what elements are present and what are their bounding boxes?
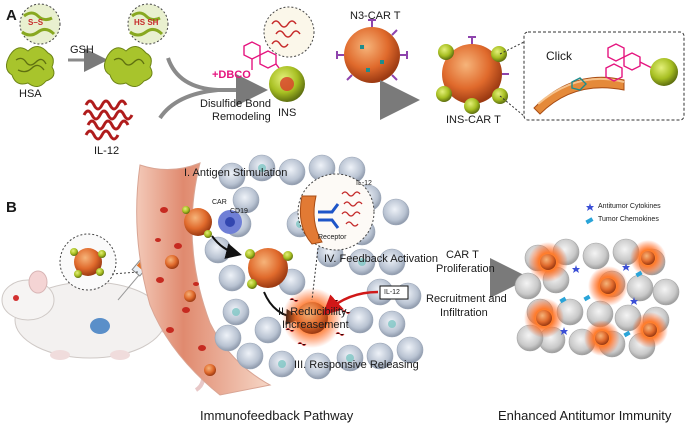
- tumor-site: [90, 318, 110, 334]
- panel-a-letter: A: [6, 7, 17, 24]
- n3-car-t-cell: [344, 27, 400, 83]
- inset-il12-label: IL-12: [356, 180, 372, 187]
- ins-particle-inset: [650, 58, 678, 86]
- click-inset-box: [523, 31, 685, 121]
- disulfide-label: S–S: [28, 18, 44, 27]
- car-label: CAR: [212, 199, 227, 206]
- step3-label: III. Responsive Releasing: [294, 359, 419, 371]
- remodel-arrow-bottom: [158, 74, 268, 120]
- cytokine-markers: [560, 263, 638, 335]
- step2-line1: II. Reducibility: [278, 306, 347, 318]
- ins-car-t-cell: [442, 44, 502, 104]
- dbco-ring-system: [605, 43, 653, 82]
- triazole-linker: [571, 77, 587, 91]
- legend-cytokine-icon: [586, 203, 594, 211]
- cd19-label: CD19: [230, 208, 248, 215]
- legend-cytokines: Antitumor Cytokines: [598, 203, 661, 210]
- hsa-protein-oxidized: [6, 46, 55, 87]
- ins-label: INS: [278, 107, 297, 119]
- legend-chemokine-icon: [585, 217, 594, 225]
- il12-protein: [82, 99, 134, 141]
- car-t-releasing: [296, 302, 328, 334]
- free-thiol-label: HS SH: [134, 18, 159, 27]
- dbco-molecule: [243, 41, 283, 73]
- feedback-arrow: [322, 290, 379, 316]
- remodel-line2: Remodeling: [212, 111, 271, 123]
- arrow-bottom-line2: Infiltration: [440, 307, 488, 319]
- il12-label: IL-12: [94, 145, 120, 157]
- dbco-label: +DBCO: [212, 69, 251, 81]
- panel-b-letter: B: [6, 199, 17, 216]
- ins-zoom-bubble: [263, 6, 315, 58]
- il12-box-label: IL-12: [384, 289, 400, 296]
- remodel-line1: Disulfide Bond: [200, 98, 271, 110]
- mouse: [1, 270, 206, 392]
- caption-enhanced-immunity: Enhanced Antitumor Immunity: [498, 408, 672, 423]
- ins-car-t-label: INS-CAR T: [446, 114, 501, 126]
- car-t-reduced: [248, 248, 288, 288]
- arrow-top-line2: Proliferation: [436, 263, 495, 275]
- car-t-antigen-stimulation: [184, 208, 212, 236]
- il12-receptor: [318, 203, 340, 229]
- hsa-label: HSA: [19, 88, 42, 100]
- step2-line2: Increasement: [282, 319, 349, 331]
- chemokine-markers: [559, 270, 643, 338]
- gsh-label: GSH: [70, 44, 94, 56]
- click-label: Click: [546, 49, 572, 63]
- step4-label: IV. Feedback Activation: [324, 253, 438, 265]
- arrow-bottom-line1: Recruitment and: [426, 293, 507, 305]
- stimulation-arrow: [211, 235, 242, 259]
- hsa-protein-reduced: [104, 46, 153, 87]
- legend-chemokines: Tumor Chemokines: [598, 216, 659, 223]
- receptor-label: Receptor: [318, 234, 347, 241]
- n3-car-t-label: N3-CAR T: [350, 10, 401, 22]
- caption-immunofeedback: Immunofeedback Pathway: [200, 408, 354, 423]
- il12-box: [379, 285, 409, 300]
- arrow-top-line1: CAR T: [446, 249, 479, 261]
- step1-label: I. Antigen Stimulation: [184, 167, 288, 179]
